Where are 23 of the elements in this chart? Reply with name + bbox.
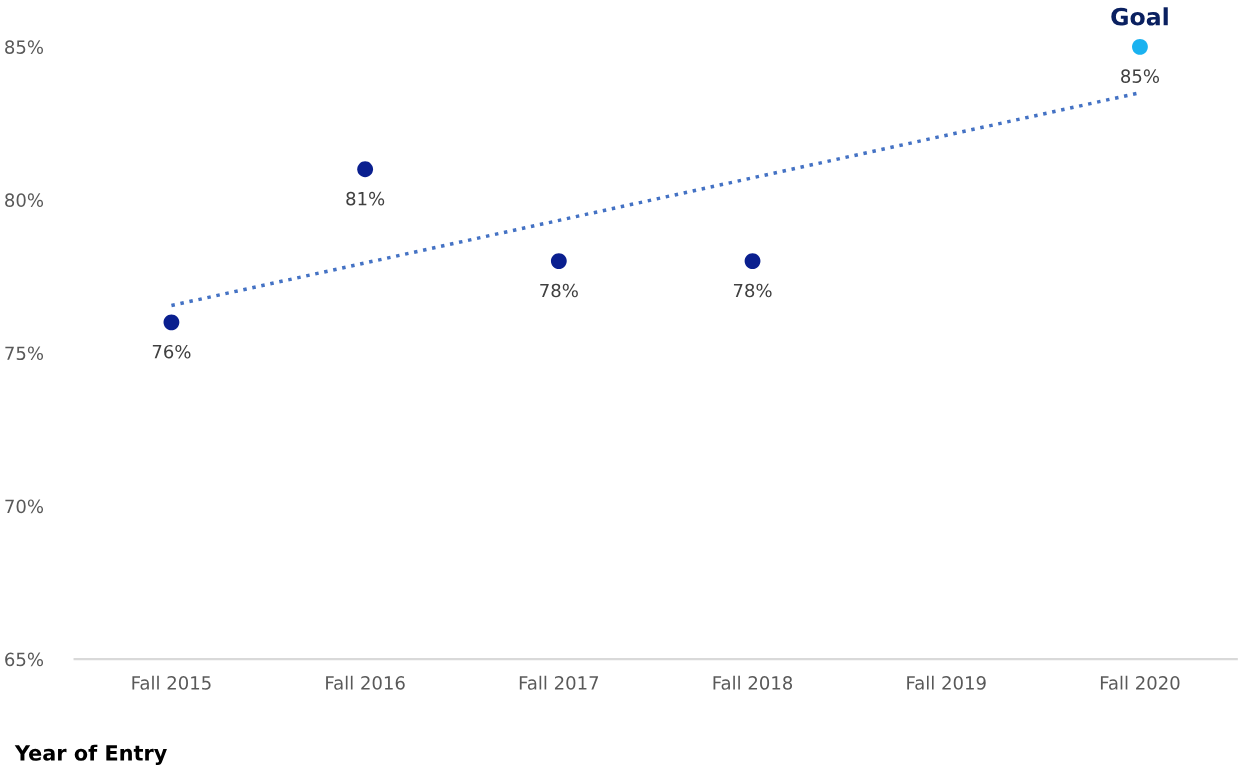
point	[1132, 38, 1148, 55]
y-tick-label: 75%	[5, 346, 44, 361]
y-tick-label: 70%	[5, 499, 44, 514]
x-tick-label: Fall 2018	[713, 675, 793, 690]
data-label: 78%	[540, 283, 578, 298]
point	[163, 314, 180, 331]
y-tick-label: 65%	[5, 652, 44, 667]
point	[744, 253, 761, 270]
x-axis-title: Year of Entry	[14, 744, 167, 765]
data-label: 81%	[346, 191, 385, 206]
y-tick-label: 85%	[5, 40, 44, 54]
x-tick-label: Fall 2017	[519, 675, 599, 690]
y-tick-label: 80%	[5, 193, 44, 207]
series-label: Goal	[1111, 7, 1168, 26]
x-tick-label: Fall 2016	[326, 675, 405, 690]
x-tick-label: Fall 2015	[132, 675, 211, 690]
point	[357, 161, 374, 178]
data-label: 78%	[733, 283, 772, 298]
x-tick-label: Fall 2020	[1100, 675, 1180, 690]
data-label: 85%	[1121, 69, 1159, 83]
data-label: 76%	[152, 344, 191, 359]
point	[550, 253, 567, 270]
x-tick-label: Fall 2019	[907, 675, 986, 690]
